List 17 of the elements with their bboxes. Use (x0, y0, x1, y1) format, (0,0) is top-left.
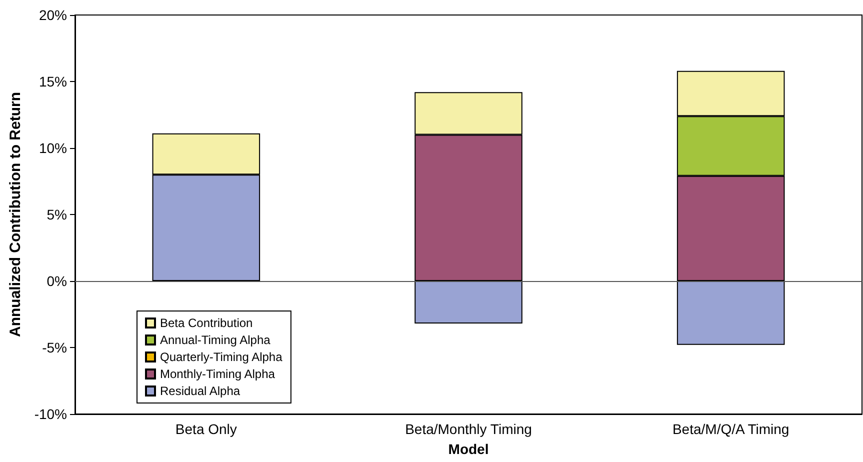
x-tick-label: Beta/M/Q/A Timing (672, 421, 790, 437)
y-tick-label: -5% (42, 340, 67, 356)
y-tick-label: 0% (46, 273, 67, 289)
y-tick-label: 20% (38, 7, 67, 23)
x-tick-label: Beta Only (175, 421, 237, 437)
legend-label: Monthly-Timing Alpha (160, 367, 276, 381)
y-tick-label: 5% (46, 206, 67, 222)
x-tick-label: Beta/Monthly Timing (405, 421, 532, 437)
legend-label: Quarterly-Timing Alpha (160, 350, 283, 364)
y-axis-title: Annualized Contribution to Return (7, 92, 24, 337)
y-tick-label: 10% (38, 140, 67, 156)
x-axis-title: Model (448, 441, 489, 457)
legend-label: Annual-Timing Alpha (160, 333, 271, 347)
y-tick-label: 15% (38, 74, 67, 90)
legend-label: Residual Alpha (160, 384, 240, 398)
legend-label: Beta Contribution (160, 316, 253, 330)
y-tick-label: -10% (34, 406, 67, 422)
